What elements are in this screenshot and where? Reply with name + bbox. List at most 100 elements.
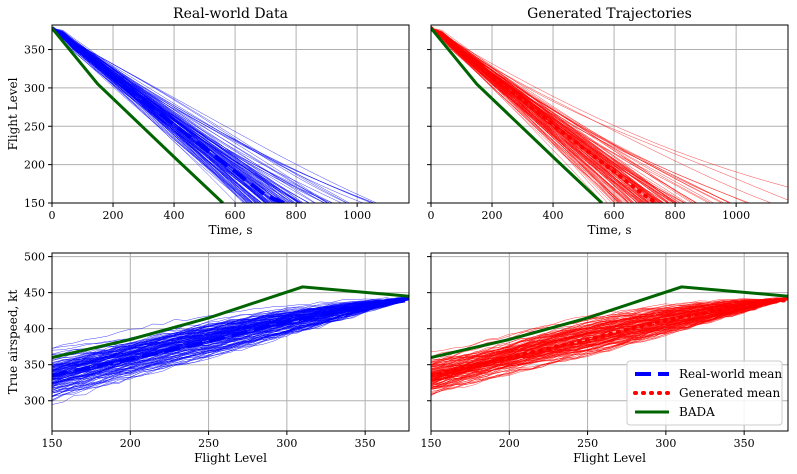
trajectory-line xyxy=(52,27,251,203)
y-tick-label: 350 xyxy=(24,44,45,57)
x-axis-label: Time, s xyxy=(208,223,252,237)
x-tick-label: 800 xyxy=(286,209,307,222)
trajectory-line xyxy=(52,298,409,384)
trajectory-line xyxy=(52,27,348,203)
legend-label: Generated mean xyxy=(679,386,780,400)
trajectory-line xyxy=(52,27,244,203)
trajectory-line xyxy=(52,27,251,203)
trajectory-line xyxy=(431,27,651,203)
x-axis-label: Flight Level xyxy=(194,451,267,465)
plot-area-bl xyxy=(52,285,409,405)
trajectory-line xyxy=(431,27,624,203)
x-tick-label: 600 xyxy=(225,209,246,222)
trajectory-line xyxy=(431,297,788,371)
trajectory-line xyxy=(431,299,788,381)
x-tick-label: 250 xyxy=(577,437,598,450)
trajectory-line xyxy=(52,27,250,203)
series-generated-mean xyxy=(431,297,788,378)
x-tick-label: 300 xyxy=(276,437,297,450)
legend: Real-world mean Generated mean BADA xyxy=(626,360,783,426)
trajectory-line xyxy=(431,27,788,201)
trajectory-line xyxy=(431,27,670,203)
trajectory-line xyxy=(52,27,270,203)
trajectory-line xyxy=(431,27,604,203)
trajectory-line xyxy=(431,27,665,203)
legend-label: Real-world mean xyxy=(679,367,782,381)
trajectory-line xyxy=(52,27,310,203)
subplot-bl: 150 200 250 300 350 300 350 400 450 500 Flight Lev… xyxy=(6,251,410,465)
x-axis-label: Flight Level xyxy=(573,451,646,465)
trajectory-line xyxy=(431,27,725,203)
x-tick-label: 150 xyxy=(42,437,63,450)
trajectory-line xyxy=(431,27,645,203)
x-tick-label: 600 xyxy=(604,209,625,222)
axes-frame xyxy=(430,252,789,432)
y-tick-label: 350 xyxy=(24,359,45,372)
trajectory-line xyxy=(52,298,409,384)
trajectory-line xyxy=(52,27,375,203)
x-axis-label: Time, s xyxy=(587,223,631,237)
subplot-tr: 0 200 400 600 800 1000 Generated Trajectories T… xyxy=(427,6,789,237)
trajectory-line xyxy=(52,27,334,203)
trajectory-line xyxy=(52,298,409,384)
x-tick-label: 0 xyxy=(49,209,56,222)
y-tick-label: 250 xyxy=(24,120,45,133)
trajectory-line xyxy=(52,296,409,394)
trajectory-line xyxy=(431,27,731,203)
trajectory-line xyxy=(431,27,663,203)
trajectory-line xyxy=(431,297,788,390)
trajectory-line xyxy=(431,298,788,385)
trajectory-line xyxy=(52,27,262,203)
trajectory-line xyxy=(52,27,253,203)
trajectory-line xyxy=(52,27,300,203)
subplot-title: Real-world Data xyxy=(173,6,288,22)
series-generated-mean xyxy=(431,26,659,203)
trajectory-line xyxy=(52,27,348,203)
trajectory-line xyxy=(431,298,788,353)
y-tick-label: 500 xyxy=(24,251,45,264)
y-tick-label: 450 xyxy=(24,287,45,300)
y-tick-label: 400 xyxy=(24,323,45,336)
trajectory-line xyxy=(52,27,244,203)
trajectory-line xyxy=(431,27,630,203)
trajectory-line xyxy=(52,296,409,383)
y-tick-label: 150 xyxy=(24,197,45,210)
y-tick-label: 300 xyxy=(24,395,45,408)
trajectory-line xyxy=(52,298,409,383)
trajectory-line xyxy=(431,27,631,203)
trajectory-line xyxy=(52,27,266,203)
trajectory-line xyxy=(431,297,788,389)
x-tick-label: 350 xyxy=(355,437,376,450)
trajectory-line xyxy=(52,27,326,203)
series-bada xyxy=(431,285,788,359)
x-tick-label: 200 xyxy=(499,437,520,450)
trajectory-line xyxy=(431,297,788,392)
trajectory-line xyxy=(52,297,409,376)
trajectory-line xyxy=(52,27,364,203)
trajectory-line xyxy=(431,299,788,376)
trajectory-line xyxy=(52,298,409,390)
trajectory-line xyxy=(52,27,328,203)
axes-frame xyxy=(51,252,410,432)
axes-frame xyxy=(430,24,789,204)
x-tick-label: 150 xyxy=(421,437,442,450)
trajectory-line xyxy=(431,27,647,203)
trajectory-line xyxy=(52,297,409,401)
trajectory-line xyxy=(52,27,328,203)
trajectory-line xyxy=(431,27,648,203)
subplot-title: Generated Trajectories xyxy=(527,6,692,22)
x-tick-label: 200 xyxy=(482,209,503,222)
x-tick-label: 1000 xyxy=(343,209,371,222)
subplot-tl: 0 200 400 600 800 1000 150 200 250 300 350 Real-wor… xyxy=(6,6,410,237)
x-tick-label: 200 xyxy=(120,437,141,450)
y-axis-label: Flight Level xyxy=(6,77,20,150)
trajectory-line xyxy=(431,296,788,388)
y-tick-label: 300 xyxy=(24,82,45,95)
trajectory-line xyxy=(52,27,257,203)
series-real-world-mean xyxy=(52,297,409,378)
trajectory-line xyxy=(431,27,622,203)
x-tick-label: 400 xyxy=(543,209,564,222)
plot-area-tr xyxy=(431,26,788,203)
trajectory-line xyxy=(52,27,283,203)
trajectory-line xyxy=(52,298,409,397)
